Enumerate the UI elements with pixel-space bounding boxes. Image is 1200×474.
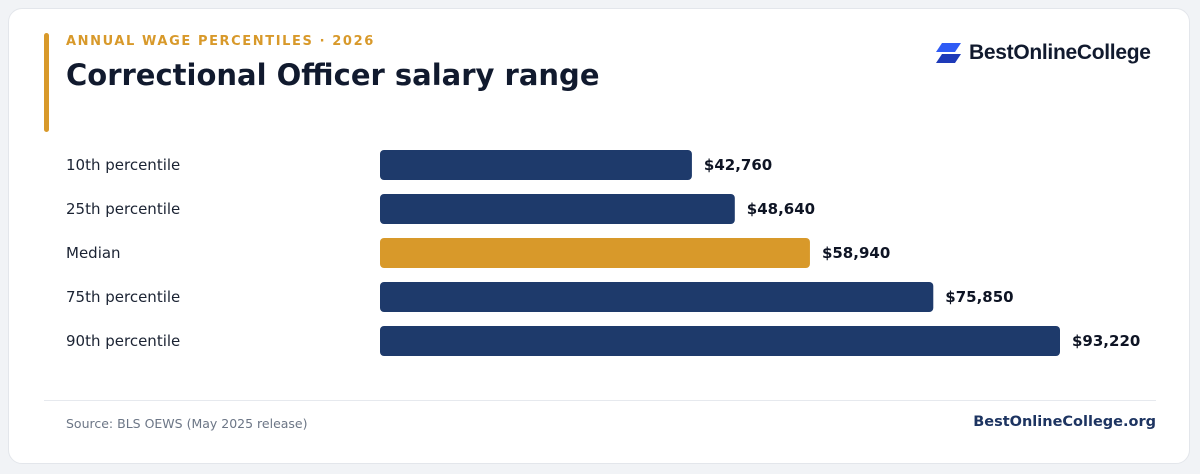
site-link[interactable]: BestOnlineCollege.org bbox=[973, 414, 1156, 430]
brand-name: BestOnlineCollege bbox=[969, 41, 1151, 64]
source-note: Source: BLS OEWS (May 2025 release) bbox=[66, 416, 308, 431]
salary-bar-chart: 10th percentile $42,760 25th percentile $48… bbox=[66, 150, 1140, 356]
value-label-median: $58,940 bbox=[822, 244, 890, 262]
bar-75th-percentile bbox=[380, 282, 934, 312]
value-label-90th-percentile: $93,220 bbox=[1072, 332, 1140, 350]
value-label-25th-percentile: $48,640 bbox=[747, 200, 815, 218]
bar-25th-percentile bbox=[380, 194, 735, 224]
stacked-parallelogram-icon bbox=[936, 43, 961, 63]
category-label-25th-percentile: 25th percentile bbox=[66, 200, 180, 218]
accent-bar bbox=[44, 33, 49, 132]
bar-90th-percentile bbox=[380, 326, 1060, 356]
chart-title: Correctional Officer salary range bbox=[66, 58, 600, 92]
brand-logo[interactable]: BestOnlineCollege bbox=[936, 40, 1151, 66]
chart-kicker: ANNUAL WAGE PERCENTILES · 2026 bbox=[66, 34, 375, 49]
category-label-75th-percentile: 75th percentile bbox=[66, 288, 180, 306]
bar-10th-percentile bbox=[380, 150, 692, 180]
chart-card bbox=[8, 8, 1190, 464]
category-label-90th-percentile: 90th percentile bbox=[66, 332, 180, 350]
category-label-10th-percentile: 10th percentile bbox=[66, 156, 180, 174]
value-label-75th-percentile: $75,850 bbox=[945, 288, 1013, 306]
category-label-median: Median bbox=[66, 244, 121, 262]
footer-divider bbox=[44, 400, 1156, 401]
bar-median bbox=[380, 238, 810, 268]
value-label-10th-percentile: $42,760 bbox=[704, 156, 772, 174]
